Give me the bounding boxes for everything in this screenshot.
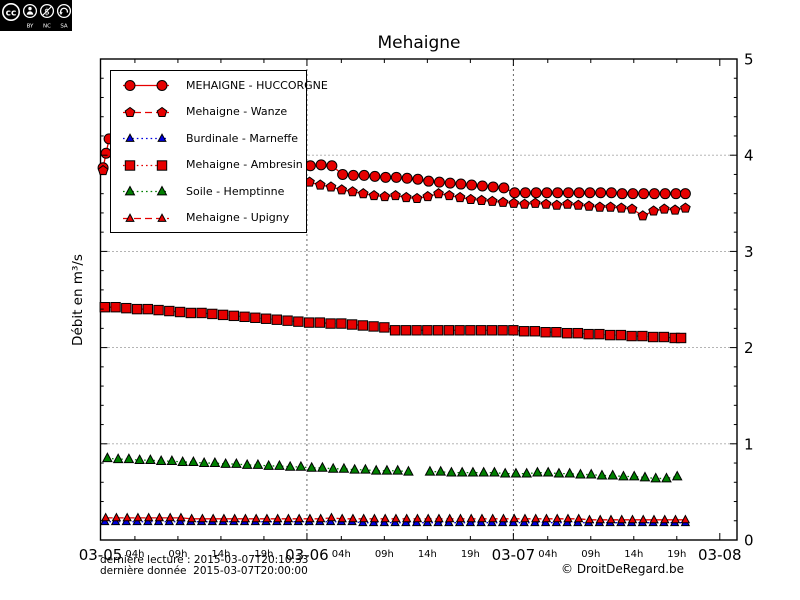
legend-swatch-green-triangle-icon (123, 185, 169, 196)
x-hour-tick-label: 09h (375, 549, 394, 560)
cc-license-badge: cc $ BY NC SA (0, 0, 72, 31)
legend-swatch-square-icon (123, 160, 169, 171)
legend-label: Mehaigne - Upigny (186, 211, 290, 225)
cc-nc-dollar-icon: $ (39, 3, 55, 19)
x-day-tick-label: 03-08 (698, 546, 742, 564)
x-hour-tick-label: 14h (624, 549, 643, 560)
series-3 (99, 301, 687, 344)
x-day-tick-label: 03-07 (492, 546, 536, 564)
y-axis-label: Débit en m³/s (70, 254, 86, 346)
legend-label: MEHAIGNE - HUCCORGNE (186, 78, 328, 92)
series-1 (97, 164, 691, 221)
legend-item-wanze: Mehaigne - Wanze (111, 99, 306, 126)
legend-swatch-blue-triangle-icon (123, 133, 169, 143)
x-hour-tick-label: 04h (125, 549, 144, 560)
y-tick-label: 5 (744, 51, 754, 69)
y-tick-label: 3 (744, 243, 754, 261)
series-5 (100, 512, 691, 524)
legend-swatch-circle-icon (123, 80, 169, 92)
legend-item-marneffe: Burdinale - Marneffe (111, 125, 306, 152)
x-hour-tick-label: 14h (418, 549, 437, 560)
x-hour-tick-label: 19h (667, 549, 686, 560)
y-tick-label: 0 (744, 532, 754, 550)
svg-text:$: $ (44, 7, 50, 17)
cc-by-person-icon (22, 3, 38, 19)
series-4 (102, 452, 683, 483)
copyright-text: © DroitDeRegard.be (561, 562, 685, 576)
legend-label: Burdinale - Marneffe (186, 131, 299, 145)
axis-ticks (100, 59, 737, 540)
legend-item-upigny: Mehaigne - Upigny (111, 205, 306, 232)
last-reading-text: dernière lecture : 2015-03-07T20:10:33 (100, 554, 309, 566)
legend-label: Mehaigne - Ambresin (186, 158, 303, 172)
x-hour-tick-label: 09h (168, 549, 187, 560)
legend-swatch-red-triangle-icon (123, 212, 169, 222)
y-tick-label: 1 (744, 435, 754, 453)
y-tick-label: 2 (744, 339, 754, 357)
x-hour-tick-label: 19h (461, 549, 480, 560)
series-0 (97, 133, 691, 200)
legend-label: Soile - Hemptinne (186, 184, 285, 198)
x-hour-tick-label: 14h (211, 549, 230, 560)
legend: MEHAIGNE - HUCCORGNE Mehaigne - Wanze Bu… (110, 70, 328, 233)
cc-logo-text: cc (6, 9, 17, 19)
cc-sa-arrow-icon (56, 3, 72, 19)
cc-logo-icon: cc (2, 3, 20, 21)
cc-by-label: BY (27, 24, 34, 30)
x-day-tick-label: 03-05 (79, 546, 123, 564)
legend-label: Mehaigne - Wanze (186, 105, 288, 119)
legend-item-ambresin: Mehaigne - Ambresin (111, 152, 306, 179)
x-hour-tick-label: 19h (254, 549, 273, 560)
cc-nc-label: NC (43, 24, 51, 30)
x-hour-tick-label: 09h (581, 549, 600, 560)
x-hour-tick-label: 04h (332, 549, 351, 560)
y-tick-label: 4 (744, 147, 754, 165)
chart-title: Mehaigne (377, 33, 461, 53)
x-hour-tick-label: 04h (538, 549, 557, 560)
legend-swatch-pentagon-icon (123, 106, 169, 117)
last-data-text: dernière donnée 2015-03-07T20:00:00 (100, 565, 308, 577)
plot-border (99, 58, 738, 541)
legend-item-huccorgne: MEHAIGNE - HUCCORGNE (111, 72, 328, 99)
legend-item-hemptinne: Soile - Hemptinne (111, 178, 306, 205)
x-day-tick-label: 03-06 (285, 546, 329, 564)
cc-sa-label: SA (60, 24, 68, 30)
